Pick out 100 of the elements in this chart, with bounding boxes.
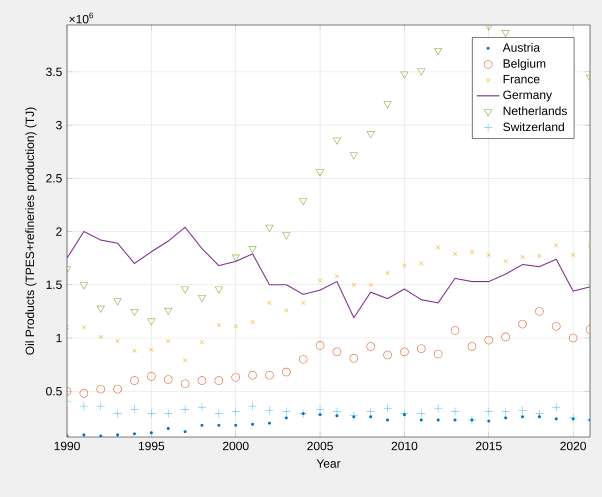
point: [434, 404, 442, 413]
point: [334, 274, 340, 278]
point: [436, 418, 440, 422]
y-axis-title: Oil Products (TPES+refineries production) (TJ): [25, 108, 36, 355]
point: [487, 420, 490, 422]
point: [316, 341, 324, 350]
point: [316, 170, 324, 176]
point: [419, 261, 424, 266]
point: [484, 336, 494, 344]
point: [350, 354, 358, 362]
legend-label: Germany: [503, 90, 552, 102]
point: [468, 342, 476, 351]
point: [115, 339, 120, 344]
point: [268, 422, 271, 425]
point: [248, 402, 257, 410]
y-tick-label: 1: [56, 334, 62, 342]
point: [299, 198, 308, 206]
point: [384, 101, 392, 108]
point: [385, 270, 390, 276]
point: [352, 282, 356, 287]
point: [80, 282, 88, 290]
y-tick-label: 2: [56, 227, 62, 236]
point: [200, 340, 204, 344]
point: [318, 278, 322, 283]
point: [434, 48, 442, 56]
point: [400, 72, 408, 79]
point: [417, 409, 426, 418]
point: [521, 415, 524, 418]
point: [350, 411, 358, 420]
legend-label: Belgium: [504, 58, 546, 70]
point: [149, 348, 154, 352]
x-tick-label: 1995: [138, 442, 164, 450]
point: [96, 384, 106, 394]
y-tick-label: 0.5: [46, 386, 62, 396]
y-tick-label: 2.5: [46, 174, 62, 183]
point: [452, 252, 458, 256]
point: [265, 370, 274, 380]
x-tick-label: 2015: [476, 442, 502, 450]
x-tick-label: 2010: [392, 442, 418, 450]
point: [180, 405, 190, 414]
point: [554, 243, 558, 248]
point: [198, 376, 206, 385]
point: [484, 407, 494, 416]
point: [518, 406, 527, 415]
point: [420, 418, 423, 422]
point: [214, 286, 223, 294]
x-tick-label: 2020: [560, 442, 586, 450]
point: [535, 307, 544, 316]
point: [436, 245, 440, 250]
point: [98, 334, 103, 340]
point: [198, 295, 206, 302]
point: [166, 339, 170, 344]
point: [298, 355, 308, 364]
point: [282, 232, 290, 240]
point: [214, 409, 224, 418]
point: [180, 380, 190, 388]
line-series: [67, 226, 590, 318]
point: [267, 300, 272, 306]
point: [147, 318, 156, 326]
point: [80, 389, 88, 398]
point: [352, 415, 356, 418]
point: [282, 407, 291, 416]
point: [503, 259, 508, 264]
point: [383, 404, 392, 413]
point: [501, 332, 510, 342]
point: [383, 350, 392, 360]
point: [470, 418, 474, 422]
point: [182, 358, 188, 363]
point: [147, 372, 156, 381]
point: [552, 402, 561, 412]
x-tick-label: 1990: [54, 442, 80, 450]
point: [332, 138, 341, 145]
point: [301, 300, 306, 306]
point: [518, 320, 527, 328]
point: [368, 282, 373, 287]
point: [198, 402, 206, 412]
point: [504, 416, 508, 420]
point: [164, 409, 172, 418]
point: [282, 368, 291, 376]
point: [570, 252, 576, 258]
point: [96, 306, 105, 313]
y-tick-label: 3: [56, 120, 62, 130]
point: [468, 416, 476, 424]
point: [520, 254, 525, 260]
point: [265, 224, 274, 232]
point: [400, 409, 409, 418]
point: [369, 415, 372, 418]
point: [502, 30, 510, 37]
text: ×10$^{6}$: [69, 12, 94, 24]
point: [130, 376, 139, 385]
point: [366, 407, 375, 416]
point: [113, 409, 122, 418]
point: [568, 414, 578, 422]
point: [265, 406, 274, 415]
point: [130, 405, 139, 414]
point: [572, 417, 575, 420]
point: [332, 348, 342, 356]
legend-label: Austria: [502, 42, 540, 52]
point: [402, 263, 407, 268]
x-tick-label: 2005: [307, 442, 333, 450]
